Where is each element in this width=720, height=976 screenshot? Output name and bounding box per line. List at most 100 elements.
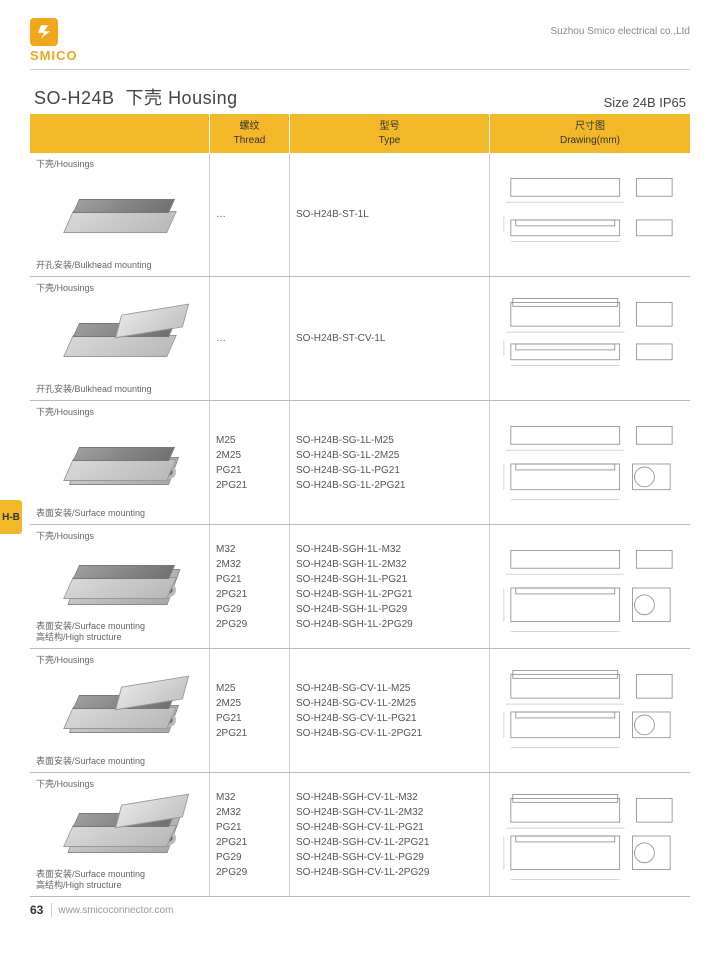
header-type-cn: 型号 (380, 121, 400, 132)
thread-value: M32 (216, 790, 283, 805)
thread-value: 2M32 (216, 805, 283, 820)
thread-value: PG29 (216, 602, 283, 617)
technical-drawing (496, 542, 684, 632)
cell-type: SO-H24B-ST-1L (290, 153, 490, 276)
thread-value: 2PG29 (216, 865, 283, 880)
title-row: SO-H24B 下壳 Housing Size 24B IP65 (30, 84, 690, 110)
cell-thread: M252M25PG212PG21 (210, 649, 290, 772)
cell-thread: M252M25PG212PG21 (210, 401, 290, 524)
thread-value: … (216, 207, 283, 222)
thread-value: M32 (216, 542, 283, 557)
thread-value: 2PG21 (216, 726, 283, 741)
cell-type: SO-H24B-SG-CV-1L-M25SO-H24B-SG-CV-1L-2M2… (290, 649, 490, 772)
technical-drawing (496, 294, 684, 384)
row-label-bottom: 表面安装/Surface mounting高结构/High structure (36, 621, 203, 644)
product-sketch (36, 668, 203, 754)
table-body: 下壳/Housings 开孔安装/Bulkhead mounting … SO-… (30, 153, 690, 897)
type-value: SO-H24B-SGH-CV-1L-2PG29 (296, 865, 483, 880)
cell-type: SO-H24B-ST-CV-1L (290, 277, 490, 400)
row-label-bottom: 表面安装/Surface mounting高结构/High structure (36, 869, 203, 892)
product-sketch (36, 296, 203, 382)
thread-value: PG21 (216, 463, 283, 478)
row-label-top: 下壳/Housings (36, 529, 203, 542)
title-en: Housing (168, 88, 238, 108)
cell-image: 下壳/Housings 开孔安装/Bulkhead mounting (30, 277, 210, 400)
cell-thread: … (210, 153, 290, 276)
brand-name: SMICO (30, 48, 78, 63)
thread-value: … (216, 331, 283, 346)
cell-thread: M322M32PG212PG21PG292PG29 (210, 525, 290, 648)
product-sketch (36, 792, 203, 867)
table-header: 螺纹 Thread 型号 Type 尺寸图 Drawing(mm) (30, 114, 690, 153)
header-image-col (30, 114, 210, 153)
cell-image: 下壳/Housings 表面安装/Surface mounting (30, 649, 210, 772)
type-value: SO-H24B-SG-CV-1L-PG21 (296, 711, 483, 726)
table-row: 下壳/Housings 表面安装/Surface mounting高结构/Hig… (30, 525, 690, 649)
thread-value: PG21 (216, 572, 283, 587)
cell-image: 下壳/Housings 表面安装/Surface mounting高结构/Hig… (30, 773, 210, 896)
row-label-bottom: 开孔安装/Bulkhead mounting (36, 260, 203, 272)
type-value: SO-H24B-SG-CV-1L-2M25 (296, 696, 483, 711)
type-value: SO-H24B-SGH-1L-2PG29 (296, 617, 483, 632)
technical-drawing (496, 790, 684, 880)
cell-type: SO-H24B-SGH-1L-M32SO-H24B-SGH-1L-2M32SO-… (290, 525, 490, 648)
side-tab: H-B (0, 500, 22, 534)
top-bar: SMICO Suzhou Smico electrical co.,Ltd (30, 18, 690, 70)
type-value: SO-H24B-SGH-1L-2PG21 (296, 587, 483, 602)
cell-drawing (490, 649, 690, 772)
thread-value: PG21 (216, 711, 283, 726)
type-value: SO-H24B-SGH-CV-1L-2M32 (296, 805, 483, 820)
row-label-top: 下壳/Housings (36, 777, 203, 790)
thread-value: M25 (216, 433, 283, 448)
footer-url: www.smicoconnector.com (58, 905, 173, 916)
cell-image: 下壳/Housings 表面安装/Surface mounting (30, 401, 210, 524)
thread-value: PG29 (216, 850, 283, 865)
type-value: SO-H24B-SG-1L-2PG21 (296, 478, 483, 493)
cell-image: 下壳/Housings 表面安装/Surface mounting高结构/Hig… (30, 525, 210, 648)
type-value: SO-H24B-SG-1L-PG21 (296, 463, 483, 478)
title-size: Size 24B IP65 (604, 95, 686, 110)
header-draw-cn: 尺寸图 (575, 121, 605, 132)
type-value: SO-H24B-SG-CV-1L-M25 (296, 681, 483, 696)
row-label-top: 下壳/Housings (36, 281, 203, 294)
thread-value: 2PG21 (216, 587, 283, 602)
table-row: 下壳/Housings 开孔安装/Bulkhead mounting … SO-… (30, 277, 690, 401)
type-value: SO-H24B-ST-CV-1L (296, 331, 483, 346)
type-value: SO-H24B-SG-CV-1L-2PG21 (296, 726, 483, 741)
row-label-bottom: 开孔安装/Bulkhead mounting (36, 384, 203, 396)
product-sketch (36, 172, 203, 258)
cell-drawing (490, 277, 690, 400)
thread-value: 2PG21 (216, 478, 283, 493)
type-value: SO-H24B-SGH-1L-PG29 (296, 602, 483, 617)
product-sketch (36, 544, 203, 619)
thread-value: 2PG29 (216, 617, 283, 632)
technical-drawing (496, 170, 684, 260)
header-thread-en: Thread (234, 135, 266, 146)
table-row: 下壳/Housings 表面安装/Surface mounting M252M2… (30, 401, 690, 525)
row-label-bottom: 表面安装/Surface mounting (36, 756, 203, 768)
cell-thread: … (210, 277, 290, 400)
cell-image: 下壳/Housings 开孔安装/Bulkhead mounting (30, 153, 210, 276)
product-render (60, 437, 180, 489)
cell-type: SO-H24B-SG-1L-M25SO-H24B-SG-1L-2M25SO-H2… (290, 401, 490, 524)
thread-value: M25 (216, 681, 283, 696)
cell-thread: M322M32PG212PG21PG292PG29 (210, 773, 290, 896)
type-value: SO-H24B-SGH-CV-1L-PG29 (296, 850, 483, 865)
page-footer: 63 www.smicoconnector.com (30, 903, 690, 917)
thread-value: 2M25 (216, 696, 283, 711)
cell-type: SO-H24B-SGH-CV-1L-M32SO-H24B-SGH-CV-1L-2… (290, 773, 490, 896)
logo-icon (30, 18, 58, 46)
header-drawing: 尺寸图 Drawing(mm) (490, 114, 690, 153)
page-title: SO-H24B 下壳 Housing (34, 84, 238, 110)
technical-drawing (496, 666, 684, 756)
product-sketch (36, 420, 203, 506)
table-row: 下壳/Housings 开孔安装/Bulkhead mounting … SO-… (30, 153, 690, 277)
cell-drawing (490, 153, 690, 276)
company-name: Suzhou Smico electrical co.,Ltd (550, 26, 690, 37)
header-type: 型号 Type (290, 114, 490, 153)
row-label-top: 下壳/Housings (36, 653, 203, 666)
header-draw-en: Drawing(mm) (560, 135, 620, 146)
product-render (60, 189, 180, 241)
table-row: 下壳/Housings 表面安装/Surface mounting M252M2… (30, 649, 690, 773)
type-value: SO-H24B-ST-1L (296, 207, 483, 222)
